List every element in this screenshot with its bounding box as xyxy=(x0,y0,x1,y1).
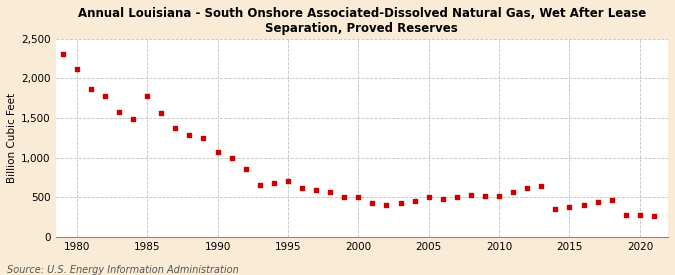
Point xyxy=(240,167,251,172)
Point xyxy=(522,185,533,190)
Point xyxy=(170,125,181,130)
Point xyxy=(480,194,491,199)
Y-axis label: Billion Cubic Feet: Billion Cubic Feet xyxy=(7,93,17,183)
Point xyxy=(634,213,645,218)
Point xyxy=(564,204,575,209)
Point xyxy=(592,200,603,204)
Point xyxy=(578,203,589,207)
Point xyxy=(423,195,434,199)
Point xyxy=(550,207,561,211)
Point xyxy=(57,52,68,56)
Point xyxy=(381,203,392,207)
Point xyxy=(620,212,631,217)
Point xyxy=(493,193,504,198)
Point xyxy=(86,87,97,91)
Point xyxy=(395,201,406,206)
Point xyxy=(339,195,350,199)
Point xyxy=(212,150,223,154)
Point xyxy=(452,195,462,199)
Point xyxy=(409,199,420,203)
Point xyxy=(367,200,378,205)
Point xyxy=(649,214,659,218)
Point xyxy=(142,94,153,98)
Point xyxy=(353,195,364,199)
Point xyxy=(325,190,335,195)
Point xyxy=(184,133,195,137)
Point xyxy=(296,185,307,190)
Point xyxy=(226,156,237,161)
Point xyxy=(99,94,110,98)
Point xyxy=(437,197,448,201)
Point xyxy=(466,192,477,197)
Point xyxy=(156,111,167,116)
Point xyxy=(128,117,138,121)
Point xyxy=(198,136,209,140)
Point xyxy=(72,67,82,71)
Text: Source: U.S. Energy Information Administration: Source: U.S. Energy Information Administ… xyxy=(7,265,238,275)
Point xyxy=(310,188,321,192)
Point xyxy=(536,184,547,188)
Point xyxy=(113,109,124,114)
Point xyxy=(606,198,617,202)
Point xyxy=(508,189,518,194)
Point xyxy=(254,183,265,188)
Point xyxy=(269,181,279,185)
Title: Annual Louisiana - South Onshore Associated-Dissolved Natural Gas, Wet After Lea: Annual Louisiana - South Onshore Associa… xyxy=(78,7,646,35)
Point xyxy=(283,178,294,183)
